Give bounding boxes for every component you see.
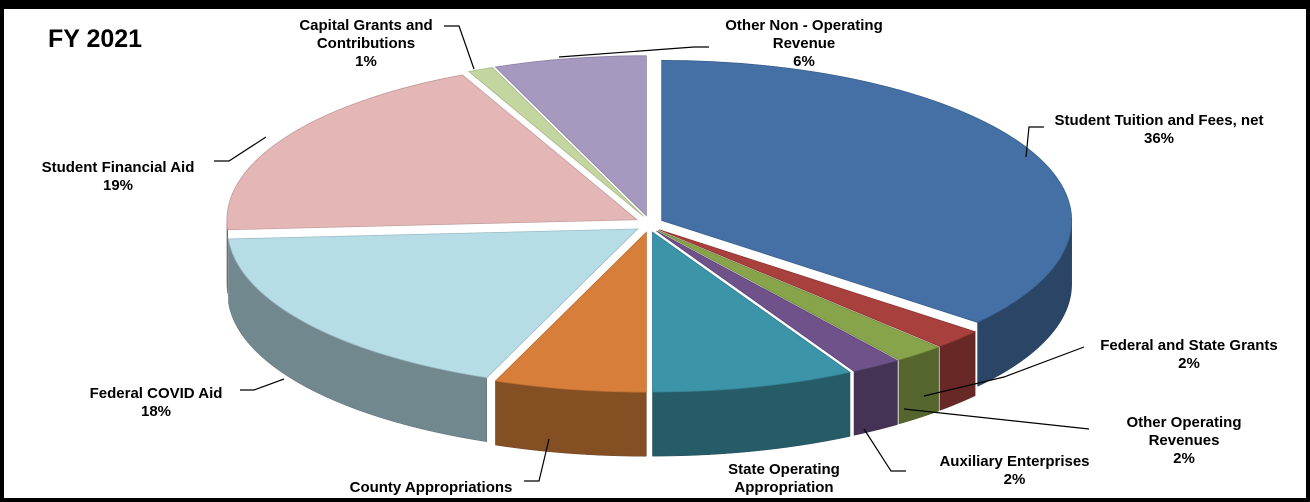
chart-title: FY 2021 bbox=[48, 25, 143, 53]
slice-label: Student Tuition and Fees, net 36% bbox=[1034, 112, 1284, 148]
category-label: Student Financial Aid bbox=[41, 159, 195, 176]
slice bbox=[652, 231, 851, 393]
category-label: Other Operating Revenues bbox=[1126, 414, 1242, 449]
slice bbox=[657, 230, 940, 361]
slice bbox=[656, 230, 899, 372]
slice-label: Other Non - Operating Revenue 6% bbox=[704, 17, 904, 71]
top-faces bbox=[226, 55, 1073, 393]
value-label: 19% bbox=[102, 177, 134, 194]
slice-label: Federal and State Grants 2% bbox=[1099, 337, 1279, 373]
value-label: 36% bbox=[1143, 130, 1175, 147]
pie-plot bbox=[214, 25, 1090, 482]
category-label: State Operating Appropriation bbox=[728, 461, 840, 496]
slice bbox=[228, 228, 639, 379]
leader-line bbox=[1025, 126, 1044, 158]
leader-line bbox=[214, 136, 267, 162]
value-label: 2% bbox=[1173, 450, 1195, 467]
slice bbox=[494, 55, 647, 217]
value-label: 2% bbox=[1178, 355, 1200, 372]
category-label: Federal COVID Aid bbox=[89, 385, 223, 402]
slice-label: Student Financial Aid 19% bbox=[18, 159, 218, 195]
category-label: Other Non - Operating Revenue bbox=[725, 17, 883, 52]
slice-label: Capital Grants and Contributions 1% bbox=[276, 17, 456, 71]
slice-label: Federal COVID Aid 18% bbox=[66, 385, 246, 421]
slice-label: Auxiliary Enterprises 2% bbox=[912, 453, 1117, 489]
leader-line bbox=[558, 46, 709, 58]
leader-line bbox=[923, 346, 1085, 397]
value-label: 1% bbox=[355, 53, 377, 70]
leader-line bbox=[240, 378, 285, 391]
leader-line bbox=[903, 408, 1090, 430]
leader-line bbox=[444, 25, 475, 70]
leader-line bbox=[863, 428, 906, 472]
category-label: Capital Grants and Contributions bbox=[299, 17, 433, 52]
slice-label: County Appropriations6% bbox=[326, 479, 536, 498]
value-label: 8% bbox=[704, 497, 864, 498]
value-label: 6% bbox=[326, 497, 536, 498]
slice bbox=[494, 231, 647, 393]
category-label: County Appropriations bbox=[349, 479, 513, 496]
leader-line bbox=[524, 438, 550, 482]
slice-label: Other Operating Revenues 2% bbox=[1089, 414, 1279, 468]
value-label: 18% bbox=[140, 403, 172, 420]
slice-side bbox=[226, 219, 229, 294]
slice bbox=[659, 229, 977, 347]
category-label: Auxiliary Enterprises bbox=[939, 453, 1090, 470]
slice-label: State Operating Appropriation8% bbox=[704, 461, 864, 498]
slice bbox=[226, 74, 639, 231]
slice-side bbox=[853, 360, 898, 436]
category-label: Student Tuition and Fees, net bbox=[1054, 112, 1264, 129]
value-label: 6% bbox=[793, 53, 815, 70]
slice bbox=[467, 67, 644, 217]
value-label: 2% bbox=[1003, 471, 1026, 488]
leader-lines bbox=[214, 25, 1090, 482]
slice bbox=[661, 60, 1073, 323]
side-walls bbox=[226, 219, 1072, 457]
category-label: Federal and State Grants bbox=[1100, 337, 1278, 354]
